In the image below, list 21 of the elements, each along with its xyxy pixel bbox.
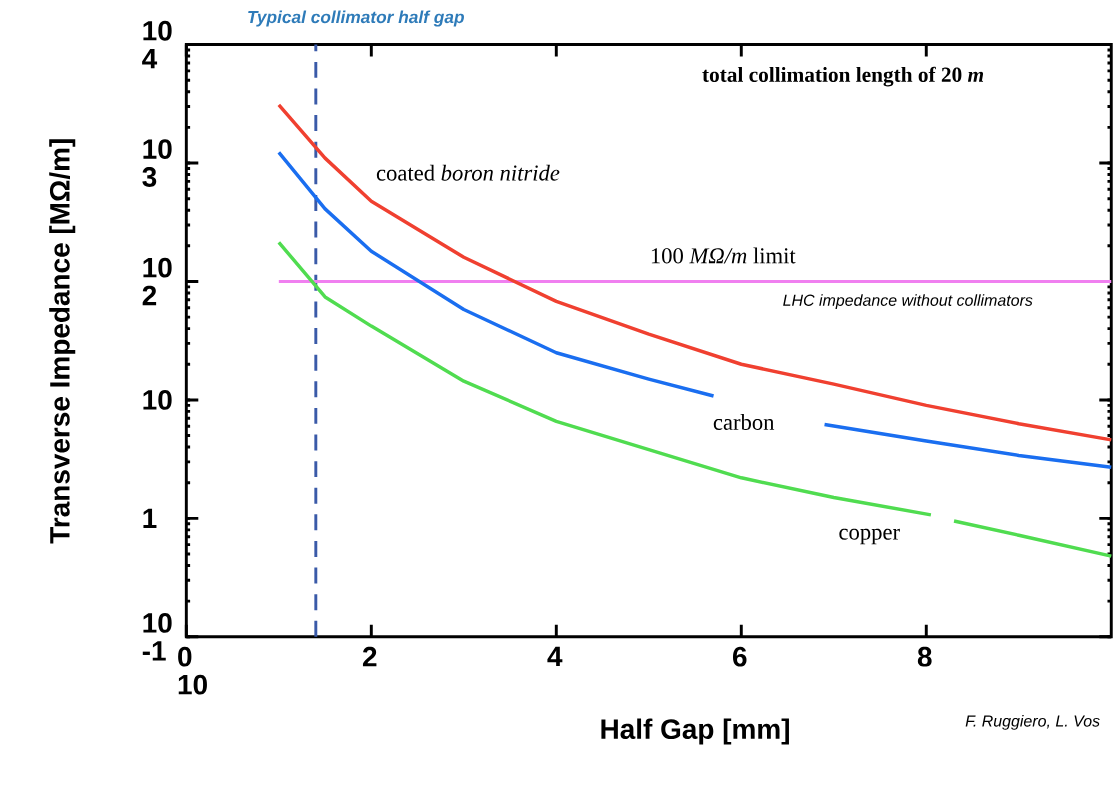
y-tick-label: 1 bbox=[143, 509, 157, 529]
y-tick-label: 10 -1 bbox=[142, 613, 172, 661]
x-tick-label: 8 bbox=[917, 647, 932, 667]
ref-line-label: 100 MΩ/m limit bbox=[651, 247, 796, 264]
x-tick-label: 4 bbox=[547, 647, 563, 667]
x-tick-label: 2 bbox=[362, 647, 377, 667]
x-axis-title: Half Gap [mm] bbox=[601, 718, 789, 745]
y-tick-label: 10 2 bbox=[142, 257, 172, 306]
series-label: copper bbox=[839, 529, 900, 545]
y-tick-label: 10 bbox=[143, 390, 172, 411]
y-tick-label: 10 4 bbox=[142, 21, 172, 69]
series-label: coated boron nitride bbox=[376, 164, 560, 181]
text: F. Ruggiero, L. Vos bbox=[965, 715, 1100, 731]
annotation: LHC impedance without collimators bbox=[783, 294, 1033, 310]
x-tick-label: 0 10 bbox=[178, 647, 207, 695]
x-tick-label: 6 bbox=[733, 647, 747, 667]
ref-line-label: Typical collimator half gap bbox=[248, 10, 464, 27]
annotation: total collimation length of 20 m bbox=[702, 66, 984, 87]
y-axis-title: Transverse Impedance [MΩ/m] bbox=[49, 139, 76, 544]
y-tick-label: 10 3 bbox=[142, 139, 172, 188]
series-label: carbon bbox=[713, 414, 775, 431]
